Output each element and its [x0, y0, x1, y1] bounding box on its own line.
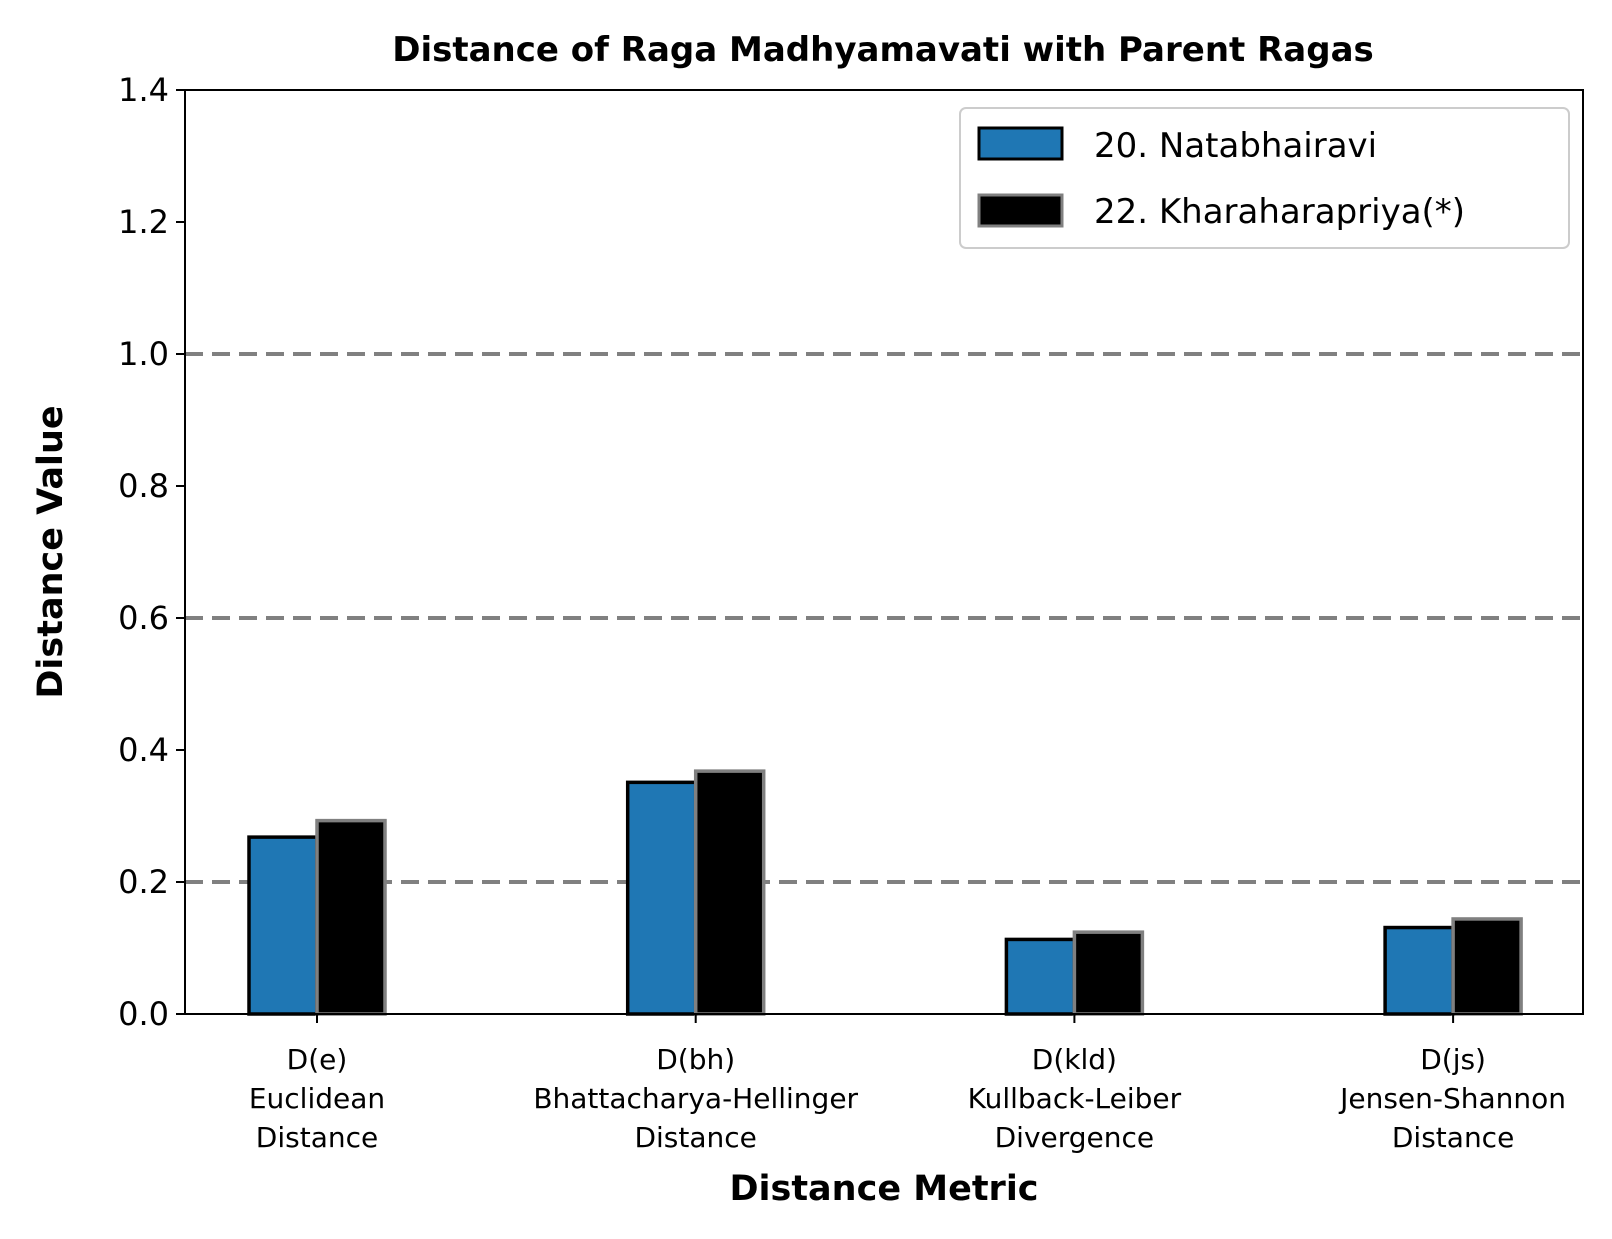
y-tick-label: 0.6	[118, 599, 169, 637]
x-tick-label: D(e) Euclidean Distance	[249, 1043, 385, 1154]
legend-frame	[959, 107, 1570, 249]
x-tick-label: D(bh) Bhattacharya-Hellinger Distance	[533, 1043, 858, 1154]
y-tick-label: 1.4	[118, 71, 169, 109]
plot-area-frame	[184, 89, 1584, 1015]
bar-series-0-cat-3	[1383, 925, 1455, 1016]
reference-lines	[185, 352, 1583, 884]
legend-swatch-natabhairavi	[977, 126, 1064, 161]
bar-series-1-cat-0	[315, 818, 387, 1016]
legend: 20. Natabhairavi 22. Kharaharapriya(*)	[959, 107, 1570, 249]
y-axis-ticks: 0.0 0.2 0.4 0.6 0.8 1.0 1.2 1.4	[118, 71, 185, 1033]
x-tick-label: D(kld) Kullback-Leiber Divergence	[968, 1043, 1182, 1154]
chart-title: Distance of Raga Madhyamavati with Paren…	[392, 30, 1374, 70]
bars-group	[247, 769, 1523, 1016]
y-axis-title: Distance Value	[31, 405, 71, 698]
y-tick-label: 1.0	[118, 335, 169, 373]
y-tick-label: 1.2	[118, 203, 169, 241]
bar-series-0-cat-2	[1004, 937, 1077, 1016]
bar-series-1-cat-2	[1072, 930, 1145, 1016]
legend-label-natabhairavi: 20. Natabhairavi	[1094, 126, 1377, 166]
bar-series-0-cat-0	[247, 835, 319, 1016]
x-axis-ticks: D(e) Euclidean Distance D(bh) Bhattacharya-H…	[249, 1014, 1566, 1154]
y-tick-label: 0.4	[118, 731, 169, 769]
y-tick-label: 0.0	[118, 995, 169, 1033]
y-tick-label: 0.8	[118, 467, 169, 505]
legend-swatch-kharaharapriya	[977, 193, 1064, 228]
bar-series-1-cat-1	[693, 769, 766, 1016]
x-tick-label: D(js) Jensen-Shannon Distance	[1338, 1043, 1566, 1154]
x-axis-title: Distance Metric	[729, 1169, 1038, 1209]
legend-label-kharaharapriya: 22. Kharaharapriya(*)	[1094, 192, 1465, 232]
y-tick-label: 0.2	[118, 863, 169, 901]
bar-series-1-cat-3	[1451, 917, 1523, 1016]
bar-series-0-cat-1	[625, 780, 698, 1016]
